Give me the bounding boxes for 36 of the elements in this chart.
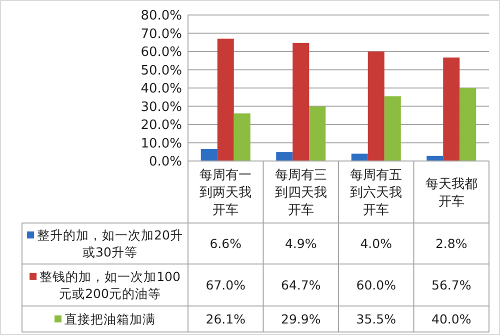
bar bbox=[460, 88, 476, 161]
y-tick-label: 70.0% bbox=[140, 26, 182, 42]
data-label: 26.1% bbox=[206, 312, 246, 326]
x-tick-label: 每天我都开车 bbox=[425, 176, 478, 210]
data-label: 35.5% bbox=[356, 312, 396, 326]
bar bbox=[292, 42, 310, 161]
bar bbox=[234, 113, 250, 161]
bar bbox=[351, 154, 368, 161]
y-tick-label: 60.0% bbox=[140, 45, 182, 60]
data-label: 60.0% bbox=[356, 278, 396, 292]
y-tick-label: 50.0% bbox=[140, 63, 182, 78]
bar bbox=[443, 58, 460, 161]
y-tick-label: 20.0% bbox=[140, 118, 182, 133]
y-tick-label: 40.0% bbox=[140, 82, 182, 96]
bar bbox=[217, 38, 234, 161]
bar bbox=[368, 52, 384, 161]
x-tick-label: 每周有一到两天我开车 bbox=[200, 168, 252, 218]
x-tick-label: 每周有五到六天我开车 bbox=[350, 168, 402, 218]
y-tick-label: 0.0% bbox=[148, 154, 182, 170]
data-label: 56.7% bbox=[432, 278, 472, 292]
data-label: 40.0% bbox=[432, 312, 472, 326]
data-label: 67.0% bbox=[206, 278, 246, 292]
bar bbox=[276, 152, 293, 161]
y-tick-label: 30.0% bbox=[140, 100, 182, 115]
bar bbox=[200, 148, 218, 161]
data-label: 4.0% bbox=[360, 236, 392, 251]
x-tick-label: 每周有三到四天我开车 bbox=[274, 168, 327, 218]
data-label: 6.6% bbox=[210, 236, 242, 251]
y-tick-label: 80.0% bbox=[140, 8, 182, 24]
bar bbox=[309, 106, 326, 161]
y-tick-label: 10.0% bbox=[140, 136, 182, 152]
data-label: 2.8% bbox=[435, 236, 468, 251]
data-label: 64.7% bbox=[281, 278, 321, 292]
bar bbox=[384, 96, 401, 161]
data-label: 4.9% bbox=[284, 236, 317, 251]
data-label: 29.9% bbox=[281, 312, 321, 326]
